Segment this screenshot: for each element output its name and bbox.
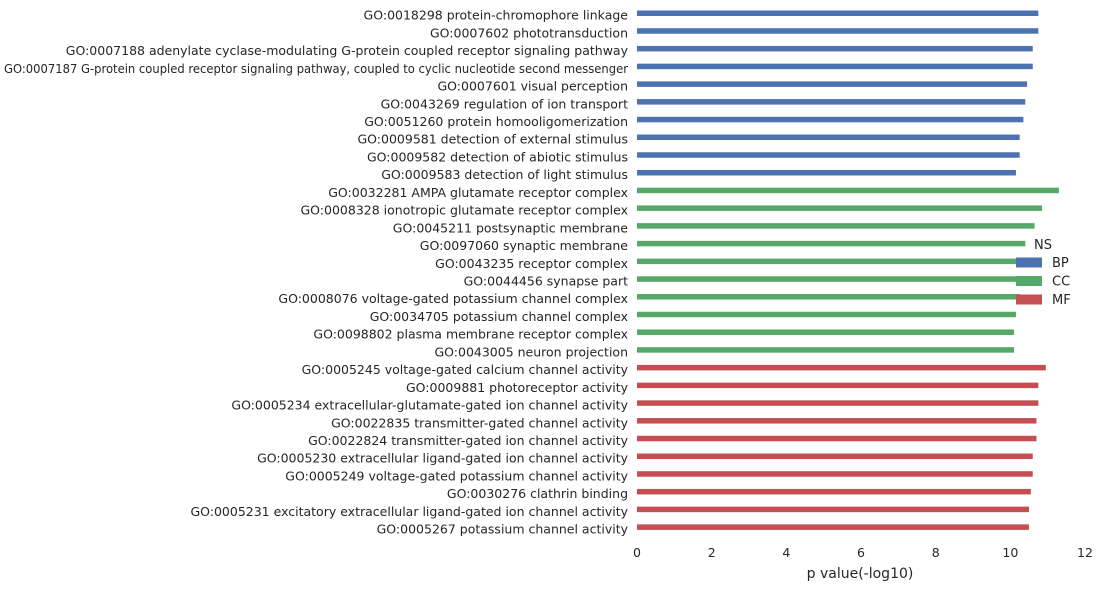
bar-mf: [637, 453, 1033, 459]
category-label: GO:0097060 synaptic membrane: [420, 238, 629, 253]
category-label: GO:0005230 extracellular ligand-gated io…: [257, 451, 629, 466]
bar-bp: [637, 28, 1039, 34]
bar-mf: [637, 506, 1029, 513]
bar-cc: [637, 187, 1059, 194]
category-label: GO:0018298 protein-chromophore linkage: [364, 8, 629, 23]
legend-label-mf: MF: [1052, 293, 1071, 308]
bar-mf: [637, 435, 1037, 442]
category-label: GO:0098802 plasma membrane receptor comp…: [313, 327, 628, 342]
bar-cc: [637, 294, 1020, 300]
bar-mf: [637, 524, 1029, 530]
bar-mf: [637, 400, 1039, 406]
category-label: GO:0009881 photoreceptor activity: [406, 380, 629, 395]
category-label: GO:0009581 detection of external stimulu…: [358, 132, 629, 147]
bar-cc: [637, 276, 1022, 282]
category-label: GO:0044456 synapse part: [464, 274, 628, 289]
category-label: GO:0007602 phototransduction: [430, 25, 628, 40]
x-tick-label: 6: [857, 545, 865, 560]
legend-label-cc: CC: [1052, 275, 1070, 290]
x-axis-label: p value(-log10): [807, 566, 914, 582]
category-label: GO:0008328 ionotropic glutamate receptor…: [301, 203, 629, 218]
category-label: GO:0005234 extracellular-glutamate-gated…: [231, 398, 628, 413]
category-label: GO:0022824 transmitter-gated ion channel…: [308, 433, 629, 448]
legend-swatch-mf: [1016, 294, 1042, 305]
category-label: GO:0008076 voltage-gated potassium chann…: [278, 291, 628, 306]
bar-mf: [637, 364, 1046, 371]
category-label: GO:0034705 potassium channel complex: [370, 309, 628, 324]
category-label: GO:0009583 detection of light stimulus: [381, 167, 628, 182]
bar-mf: [637, 471, 1033, 477]
x-tick-label: 4: [782, 545, 790, 560]
bar-bp: [637, 63, 1033, 70]
x-tick-label: 2: [708, 545, 716, 560]
legend-label-bp: BP: [1052, 256, 1069, 271]
bar-bp: [637, 116, 1024, 123]
x-tick-label: 0: [633, 545, 641, 560]
legend-title: NS: [1034, 238, 1052, 253]
category-label: GO:0043269 regulation of ion transport: [381, 96, 629, 111]
bar-mf: [637, 382, 1039, 389]
category-label: GO:0043235 receptor complex: [435, 256, 628, 271]
legend: NS BP CC MF: [1016, 238, 1071, 308]
x-tick-label: 12: [1077, 545, 1093, 560]
bar-bp: [637, 99, 1026, 105]
category-label: GO:0005245 voltage-gated calcium channel…: [302, 362, 629, 377]
bar-mf: [637, 418, 1037, 424]
category-labels: GO:0018298 protein-chromophore linkage GO…: [4, 8, 629, 537]
x-axis: 0 2 4 6 8 10 12: [633, 545, 1093, 560]
category-label: GO:0005249 voltage-gated potassium chann…: [285, 468, 628, 483]
category-label: GO:0009582 detection of abiotic stimulus: [367, 149, 628, 164]
x-tick-label: 10: [1002, 545, 1018, 560]
bar-cc: [637, 205, 1043, 211]
category-label: GO:0005231 excitatory extracellular liga…: [190, 504, 628, 519]
bar-bp: [637, 169, 1016, 176]
bar-cc: [637, 223, 1035, 229]
category-label: GO:0045211 postsynaptic membrane: [393, 220, 629, 235]
category-label: GO:0022835 transmitter-gated channel act…: [331, 415, 628, 430]
bars-layer: [637, 10, 1059, 530]
category-label: GO:0032281 AMPA glutamate receptor compl…: [328, 185, 628, 200]
category-label: GO:0007188 adenylate cyclase-modulating …: [66, 43, 629, 58]
category-label: GO:0030276 clathrin binding: [447, 486, 628, 501]
bar-bp: [637, 45, 1033, 52]
x-tick-label: 8: [932, 545, 940, 560]
category-label: GO:0051260 protein homooligomerization: [364, 114, 628, 129]
category-label: GO:0007187 G-protein coupled receptor si…: [4, 61, 629, 76]
bar-cc: [637, 329, 1015, 335]
bar-bp: [637, 81, 1028, 87]
bar-cc: [637, 258, 1022, 265]
category-label: GO:0007601 visual perception: [437, 79, 628, 94]
legend-swatch-cc: [1016, 276, 1042, 286]
bar-bp: [637, 152, 1020, 158]
bar-bp: [637, 10, 1039, 16]
category-label: GO:0043005 neuron projection: [434, 344, 628, 359]
bar-mf: [637, 488, 1031, 495]
bar-cc: [637, 347, 1015, 353]
bar-bp: [637, 134, 1020, 141]
bar-cc: [637, 240, 1026, 247]
bar-cc: [637, 311, 1016, 318]
legend-swatch-bp: [1016, 257, 1042, 268]
category-label: GO:0005267 potassium channel activity: [377, 522, 629, 537]
